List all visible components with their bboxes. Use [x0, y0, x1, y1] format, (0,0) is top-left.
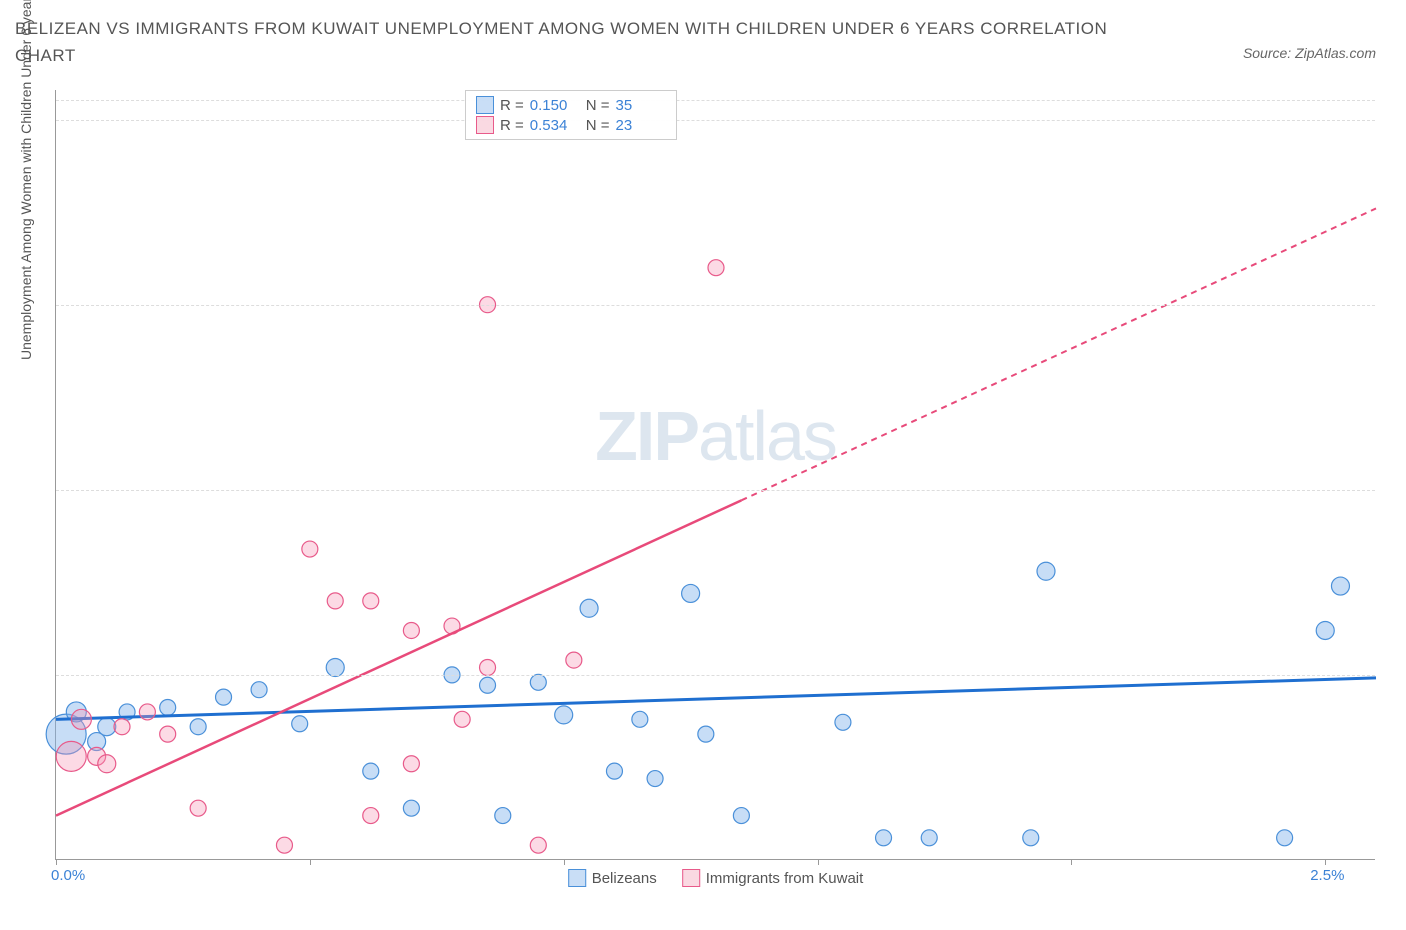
- data-point: [921, 830, 937, 846]
- stat-label: N =: [586, 97, 610, 114]
- stat-value: 0.150: [530, 97, 580, 114]
- stat-label: R =: [500, 97, 524, 114]
- legend-bottom: Belizeans Immigrants from Kuwait: [568, 869, 864, 887]
- data-point: [327, 593, 343, 609]
- data-point: [190, 800, 206, 816]
- data-point: [403, 622, 419, 638]
- data-point: [216, 689, 232, 705]
- legend-item-belizeans: Belizeans: [568, 869, 657, 887]
- data-point: [363, 763, 379, 779]
- data-point: [292, 716, 308, 732]
- scatter-svg: [56, 90, 1375, 859]
- data-point: [682, 584, 700, 602]
- data-point: [1316, 621, 1334, 639]
- data-point: [403, 756, 419, 772]
- x-tick-label: 0.0%: [51, 867, 85, 884]
- data-point: [98, 755, 116, 773]
- data-point: [580, 599, 598, 617]
- data-point: [1023, 830, 1039, 846]
- chart-container: BELIZEAN VS IMMIGRANTS FROM KUWAIT UNEMP…: [10, 10, 1396, 920]
- data-point: [480, 660, 496, 676]
- data-point: [114, 719, 130, 735]
- stat-label: N =: [586, 117, 610, 134]
- data-point: [647, 771, 663, 787]
- data-point: [1331, 577, 1349, 595]
- data-point: [251, 682, 267, 698]
- data-point: [190, 719, 206, 735]
- data-point: [530, 837, 546, 853]
- data-point: [1277, 830, 1293, 846]
- data-point: [56, 741, 86, 771]
- data-point: [71, 709, 91, 729]
- stats-row: R = 0.150 N = 35: [476, 95, 666, 115]
- y-axis-label: Unemployment Among Women with Children U…: [18, 0, 34, 360]
- plot-area: ZIPatlas Belizeans Immigrants from Kuwai…: [55, 90, 1375, 860]
- stat-value: 0.534: [530, 117, 580, 134]
- data-point: [98, 718, 116, 736]
- swatch-icon: [682, 869, 700, 887]
- chart-title: BELIZEAN VS IMMIGRANTS FROM KUWAIT UNEMP…: [15, 15, 1115, 69]
- data-point: [698, 726, 714, 742]
- data-point: [733, 808, 749, 824]
- source-label: Source: ZipAtlas.com: [1243, 45, 1376, 61]
- trend-line-dashed: [741, 208, 1376, 500]
- data-point: [495, 808, 511, 824]
- x-tick-label: 2.5%: [1310, 867, 1344, 884]
- stat-label: R =: [500, 117, 524, 134]
- stat-value: 23: [616, 117, 666, 134]
- data-point: [876, 830, 892, 846]
- data-point: [1037, 562, 1055, 580]
- data-point: [555, 706, 573, 724]
- data-point: [708, 260, 724, 276]
- data-point: [160, 726, 176, 742]
- data-point: [276, 837, 292, 853]
- data-point: [139, 704, 155, 720]
- data-point: [480, 677, 496, 693]
- data-point: [363, 593, 379, 609]
- swatch-icon: [476, 116, 494, 134]
- data-point: [606, 763, 622, 779]
- trend-line: [56, 500, 741, 815]
- data-point: [566, 652, 582, 668]
- stats-row: R = 0.534 N = 23: [476, 115, 666, 135]
- data-point: [454, 711, 470, 727]
- stat-value: 35: [616, 97, 666, 114]
- data-point: [302, 541, 318, 557]
- data-point: [835, 714, 851, 730]
- legend-label: Immigrants from Kuwait: [706, 870, 864, 887]
- swatch-icon: [476, 96, 494, 114]
- data-point: [363, 808, 379, 824]
- data-point: [632, 711, 648, 727]
- stats-box: R = 0.150 N = 35 R = 0.534 N = 23: [465, 90, 677, 140]
- legend-item-kuwait: Immigrants from Kuwait: [682, 869, 864, 887]
- data-point: [160, 699, 176, 715]
- data-point: [403, 800, 419, 816]
- data-point: [530, 674, 546, 690]
- data-point: [326, 659, 344, 677]
- swatch-icon: [568, 869, 586, 887]
- legend-label: Belizeans: [592, 870, 657, 887]
